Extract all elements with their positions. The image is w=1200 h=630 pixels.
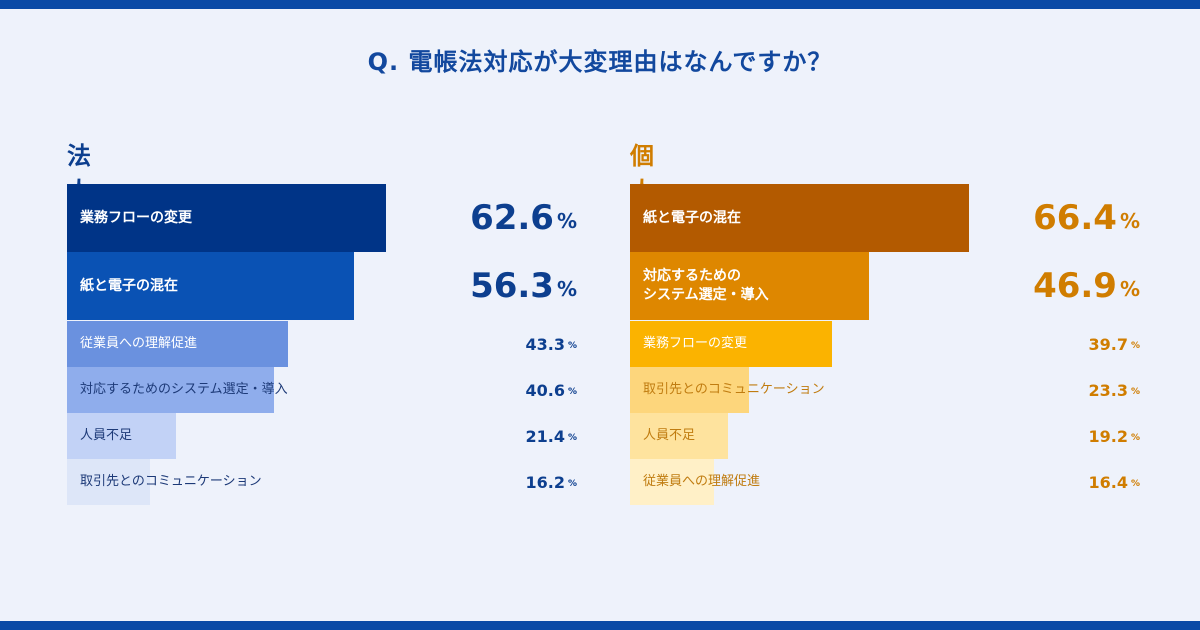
corporate-value-number: 56.3 — [470, 266, 554, 306]
corporate-bar-label: 従業員への理解促進 — [80, 336, 198, 352]
individual-value-unit: % — [1130, 432, 1140, 443]
corporate-bar — [67, 321, 288, 367]
corporate-bar — [67, 367, 275, 413]
individual-value-unit: % — [1130, 478, 1140, 489]
corporate-value-number: 62.6 — [470, 198, 554, 238]
corporate-bar-value: 21.4% — [367, 413, 577, 459]
corporate-bar-label: 対応するためのシステム選定・導入 — [80, 382, 288, 398]
individual-bar — [630, 321, 833, 367]
individual-value-number: 66.4 — [1033, 198, 1117, 238]
corporate-value-unit: % — [567, 340, 577, 351]
individual-value-unit: % — [1119, 209, 1140, 233]
individual-bar — [630, 184, 969, 252]
corporate-value-unit: % — [556, 209, 577, 233]
corporate-bar — [67, 184, 387, 252]
individual-bar-value: 23.3% — [930, 367, 1140, 413]
individual-bar-value: 16.4% — [930, 459, 1140, 505]
corporate-value-unit: % — [556, 277, 577, 301]
corporate-value-number: 21.4 — [525, 426, 565, 446]
corporate-bar-value: 62.6% — [367, 184, 577, 252]
corporate-bar-label: 人員不足 — [80, 428, 133, 444]
corporate-bar-row: 対応するためのシステム選定・導入 40.6% — [67, 367, 627, 413]
individual-bar-row: 業務フローの変更 39.7% — [630, 321, 1190, 367]
individual-bar-value: 19.2% — [930, 413, 1140, 459]
corporate-bar-row: 業務フローの変更 62.6% — [67, 184, 627, 252]
corporate-bar-value: 16.2% — [367, 459, 577, 505]
corporate-bar-label: 取引先とのコミュニケーション — [80, 474, 262, 490]
individual-bar-row: 取引先とのコミュニケーション 23.3% — [630, 367, 1190, 413]
individual-value-number: 39.7 — [1088, 334, 1128, 354]
corporate-bar-row: 紙と電子の混在 56.3% — [67, 252, 627, 320]
individual-bar-row: 従業員への理解促進 16.4% — [630, 459, 1190, 505]
individual-bar-label: 取引先とのコミュニケーション — [643, 382, 825, 398]
individual-value-unit: % — [1130, 386, 1140, 397]
individual-bar — [630, 413, 728, 459]
question-title: Q. 電帳法対応が大変理由はなんですか？ — [367, 48, 833, 76]
individual-value-number: 16.4 — [1088, 472, 1128, 492]
corporate-value-unit: % — [567, 432, 577, 443]
individual-bar-value: 66.4% — [930, 184, 1140, 252]
individual-bar — [630, 367, 749, 413]
corporate-bar-label: 業務フローの変更 — [80, 209, 192, 226]
individual-bar-label: 従業員への理解促進 — [643, 474, 761, 490]
corporate-value-number: 16.2 — [525, 472, 565, 492]
individual-bar-label: 対応するための システム選定・導入 — [643, 268, 769, 303]
corporate-bar-label: 紙と電子の混在 — [80, 277, 178, 294]
corporate-bar-value: 56.3% — [367, 252, 577, 320]
individual-bar-label: 人員不足 — [643, 428, 696, 444]
corporate-value-number: 40.6 — [525, 380, 565, 400]
individual-bar-label: 業務フローの変更 — [643, 336, 748, 352]
corporate-bar-value: 40.6% — [367, 367, 577, 413]
corporate-bar-row: 従業員への理解促進 43.3% — [67, 321, 627, 367]
corporate-bar-row: 取引先とのコミュニケーション 16.2% — [67, 459, 627, 505]
individual-value-number: 23.3 — [1088, 380, 1128, 400]
corporate-bar — [67, 459, 150, 505]
individual-bar-row: 人員不足 19.2% — [630, 413, 1190, 459]
corporate-value-number: 43.3 — [525, 334, 565, 354]
individual-bar-value: 39.7% — [930, 321, 1140, 367]
individual-value-unit: % — [1130, 340, 1140, 351]
corporate-bar-row: 人員不足 21.4% — [67, 413, 627, 459]
individual-bar — [630, 252, 870, 320]
individual-bar-row: 紙と電子の混在 66.4% — [630, 184, 1190, 252]
individual-bar-value: 46.9% — [930, 252, 1140, 320]
individual-bar — [630, 459, 714, 505]
individual-value-unit: % — [1119, 277, 1140, 301]
individual-value-number: 19.2 — [1088, 426, 1128, 446]
top-stripe — [0, 0, 1200, 9]
individual-bar-label: 紙と電子の混在 — [643, 209, 741, 226]
corporate-value-unit: % — [567, 386, 577, 397]
corporate-bar — [67, 252, 355, 320]
individual-value-number: 46.9 — [1033, 266, 1117, 306]
individual-bar-row: 対応するための システム選定・導入 46.9% — [630, 252, 1190, 320]
bottom-stripe — [0, 621, 1200, 630]
corporate-bar — [67, 413, 177, 459]
corporate-value-unit: % — [567, 478, 577, 489]
corporate-bar-value: 43.3% — [367, 321, 577, 367]
